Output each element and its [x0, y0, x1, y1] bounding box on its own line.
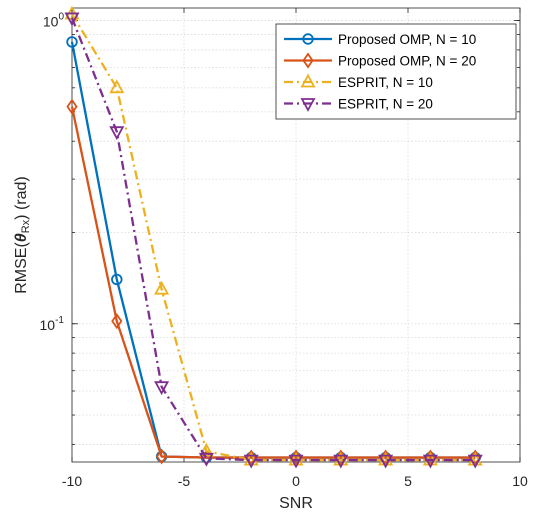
series-2-point [66, 98, 78, 115]
series-4-point [467, 454, 483, 469]
legend-entry: ESPRIT, N = 20 [338, 97, 433, 112]
y-tick-label: 10-1 [40, 315, 65, 333]
series-4-point [288, 454, 304, 469]
x-tick-label: 10 [512, 473, 528, 489]
x-tick-label: -10 [62, 473, 82, 489]
y-axis-label: RMSE(θRx) (rad) [13, 176, 32, 294]
series-3-point [109, 79, 125, 94]
series-3-point [198, 442, 214, 457]
y-axis-label-sub: Rx [20, 219, 32, 233]
x-axis-label: SNR [279, 495, 313, 512]
axis-ticks: -10 -5 0 5 10 10-1 100 [40, 8, 528, 489]
series-3-point [467, 451, 483, 466]
series-1-point [111, 273, 123, 286]
series-4-point [333, 454, 349, 469]
x-tick-label: 5 [404, 473, 412, 489]
series-2 [66, 98, 481, 466]
series-2-line [70, 106, 476, 459]
series-1-point [66, 36, 78, 48]
series-4 [64, 12, 483, 469]
series-2-point [156, 448, 168, 465]
legend-entry: ESPRIT, N = 10 [338, 75, 433, 90]
series-2-point [111, 313, 123, 330]
y-axis-label-symbol: θ [13, 233, 30, 242]
series-4-point [64, 12, 80, 27]
series-3-point [154, 280, 170, 295]
series-4-point [422, 454, 438, 469]
x-tick-label: -5 [178, 473, 191, 489]
legend-entry: Proposed OMP, N = 20 [338, 54, 476, 69]
series-4-point [378, 454, 394, 469]
legend-marker [302, 33, 314, 45]
legend: Proposed OMP, N = 10 Proposed OMP, N = 20… [275, 23, 517, 120]
y-axis-label-tail: ) (rad) [13, 176, 30, 220]
x-tick-label: 0 [292, 473, 300, 489]
series-4-point [243, 454, 259, 469]
series-4-point [198, 452, 214, 467]
legend-marker [302, 52, 314, 69]
legend-marker [300, 98, 316, 112]
y-axis-label-main: RMSE( [13, 242, 30, 294]
series-4-point [154, 381, 170, 396]
series-4-point [109, 126, 125, 141]
legend-marker [300, 73, 316, 88]
y-tick-label: 100 [43, 12, 65, 30]
series-4-line [70, 17, 476, 462]
series-layer [64, 5, 483, 469]
legend-entry: Proposed OMP, N = 10 [338, 32, 476, 47]
